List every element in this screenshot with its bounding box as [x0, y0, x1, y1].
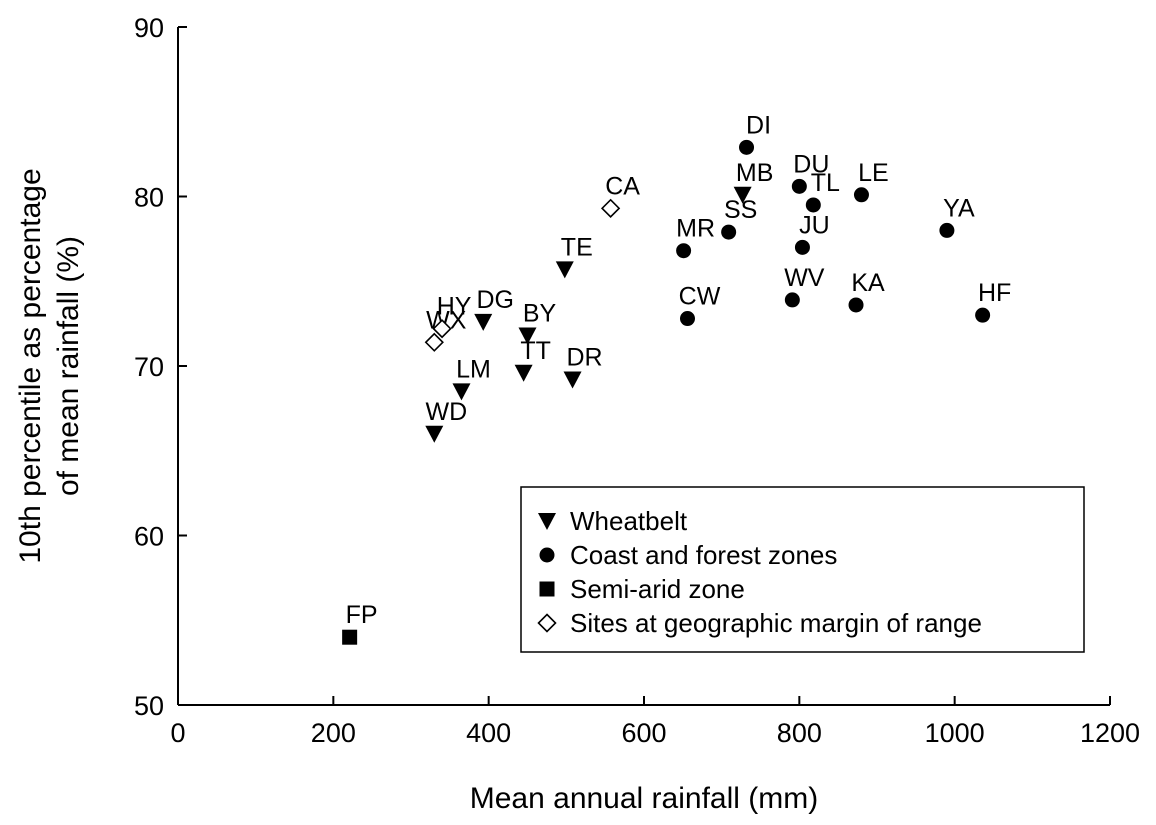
- data-point-du: [791, 178, 807, 194]
- x-tick-label: 200: [311, 718, 356, 748]
- x-tick-label: 400: [466, 718, 511, 748]
- y-axis-title-line-1: 10th percentile as percentage: [14, 168, 47, 563]
- plot-area: 0 200 400 600 800 1000 1200 50 60 70 80 90 WD LM DG BY T…: [134, 13, 1140, 748]
- point-label-wv: WV: [784, 264, 825, 292]
- point-label-ya: YA: [943, 194, 975, 222]
- data-point-tt: [514, 364, 533, 382]
- data-point-hf: [975, 307, 991, 323]
- point-label-tt: TT: [520, 337, 551, 365]
- point-label-ka: KA: [851, 269, 885, 297]
- legend-label-1: Wheatbelt: [570, 506, 688, 536]
- legend-marker-2: [539, 547, 555, 563]
- legend-marker-1: [538, 513, 556, 530]
- point-label-dg: DG: [476, 286, 514, 314]
- point-label-hy: HY: [437, 293, 472, 321]
- data-point-mr: [676, 243, 692, 259]
- x-tick-label: 0: [170, 718, 185, 748]
- data-point-ka: [848, 297, 864, 313]
- data-point-wx: [424, 332, 444, 352]
- y-axis-title-line-2: of mean rainfall (%): [52, 236, 85, 496]
- data-point-hy: [432, 319, 452, 339]
- legend-frame: [520, 486, 1085, 653]
- data-point-ss: [721, 224, 737, 240]
- point-label-wd: WD: [425, 398, 467, 426]
- data-point-dr: [563, 371, 582, 389]
- y-tick-label: 60: [134, 522, 164, 552]
- x-axis-title: Mean annual rainfall (mm): [470, 782, 818, 815]
- data-point-di: [739, 139, 755, 155]
- data-point-fp: [342, 629, 358, 645]
- data-point-cw: [679, 311, 695, 327]
- y-tick-label: 50: [134, 691, 164, 721]
- point-label-te: TE: [561, 233, 593, 261]
- point-label-ju: JU: [799, 211, 830, 239]
- data-point-te: [555, 261, 574, 279]
- data-point-wv: [784, 292, 800, 308]
- point-label-tl: TL: [811, 169, 840, 197]
- legend-marker-4: [537, 613, 557, 633]
- data-point-ca: [600, 198, 621, 218]
- point-label-mb: MB: [736, 159, 774, 187]
- point-label-ss: SS: [724, 196, 757, 224]
- data-point-by: [518, 327, 537, 345]
- data-point-mb: [733, 186, 752, 204]
- legend: Wheatbelt Coast and forest zones Semi-arid…: [520, 486, 1085, 653]
- point-label-fp: FP: [346, 601, 378, 629]
- data-point-ju: [794, 239, 810, 255]
- data-point-tl: [805, 197, 821, 213]
- y-tick-label: 80: [134, 183, 164, 213]
- data-point-le: [853, 187, 869, 203]
- x-tick-label: 800: [777, 718, 822, 748]
- legend-label-2: Coast and forest zones: [570, 540, 837, 570]
- legend-label-3: Semi-arid zone: [570, 574, 745, 604]
- data-point-wd: [425, 425, 444, 443]
- data-point-dg: [474, 313, 493, 331]
- point-label-dr: DR: [566, 344, 602, 372]
- point-label-mr: MR: [676, 215, 715, 243]
- point-label-ca: CA: [605, 172, 640, 200]
- legend-marker-3: [539, 581, 555, 597]
- y-tick-label: 70: [134, 352, 164, 382]
- x-tick-label: 1200: [1080, 718, 1140, 748]
- point-label-le: LE: [858, 159, 889, 187]
- y-tick-label: 90: [134, 13, 164, 43]
- point-label-by: BY: [523, 299, 557, 327]
- data-point-lm: [452, 383, 471, 401]
- data-point-ya: [939, 222, 955, 238]
- point-label-hf: HF: [978, 279, 1011, 307]
- point-label-di: DI: [746, 111, 771, 139]
- point-label-cw: CW: [679, 283, 721, 311]
- legend-label-4: Sites at geographic margin of range: [570, 608, 982, 638]
- point-label-du: DU: [793, 150, 829, 178]
- x-tick-label: 1000: [925, 718, 985, 748]
- point-label-lm: LM: [456, 355, 491, 383]
- x-tick-label: 600: [621, 718, 666, 748]
